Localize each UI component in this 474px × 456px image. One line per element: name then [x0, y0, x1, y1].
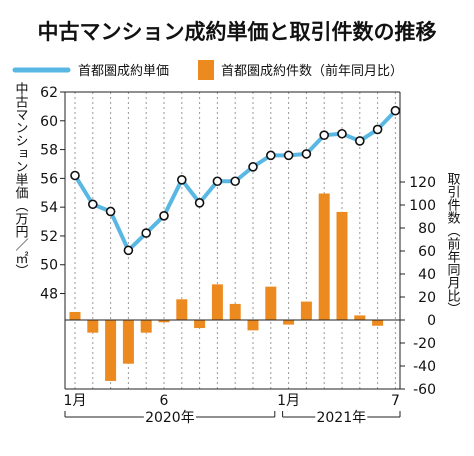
point-2021-01 [283, 150, 294, 161]
point-2020-10 [230, 176, 240, 187]
bar-2020-08 [194, 320, 206, 329]
right-axis-ticks: 120 100 80 60 40 20 0 -20 -40 -60 [400, 175, 436, 398]
bar-2021-06 [372, 320, 384, 326]
point-2020-06 [159, 210, 169, 221]
right-tick-label: 120 [409, 175, 436, 191]
x-tick-label: 1月 [277, 393, 300, 409]
right-tick-label: 0 [427, 313, 436, 329]
bar-2020-12 [265, 286, 277, 320]
bar-2020-04 [122, 320, 134, 364]
point-2021-05 [354, 136, 365, 146]
year-bracket: 2020年 [64, 410, 276, 426]
bar-2020-07 [176, 299, 188, 320]
bar-2020-06 [158, 320, 170, 323]
left-axis-ticks: 48 50 52 54 56 58 60 62 [40, 85, 65, 303]
left-tick-label: 58 [40, 143, 58, 159]
legend-bar-swatch [198, 60, 214, 80]
left-axis-label: 中古マンション単価（万円／㎡） [13, 82, 29, 277]
right-axis-label: 取引件数（前年同月比） [445, 172, 461, 315]
x-tick-label: 6 [160, 393, 169, 409]
line-markers [70, 105, 401, 256]
point-2020-02 [88, 199, 98, 210]
right-tick-label: 20 [418, 290, 436, 306]
bar-2021-04 [336, 211, 348, 320]
point-2020-12 [265, 150, 276, 161]
bar-2021-05 [354, 315, 366, 320]
left-tick-label: 50 [40, 258, 58, 274]
left-tick-label: 52 [40, 229, 58, 245]
point-2020-09 [212, 176, 223, 187]
year-label: 2020年 [145, 410, 195, 426]
legend-line-label: 首都圏成約単価 [78, 63, 169, 79]
bar-2020-03 [105, 320, 117, 381]
right-axis-title: 取引件数（前年同月比） [445, 172, 461, 315]
bar-2021-02 [300, 301, 312, 320]
legend: 首都圏成約単価 首都圏成約件数（前年同月比） [12, 60, 403, 80]
point-2020-01 [70, 170, 80, 181]
point-2020-03 [105, 206, 116, 217]
year-label: 2021年 [316, 410, 366, 426]
bar-series [69, 193, 384, 381]
chart-title: 中古マンション成約単価と取引件数の推移 [38, 20, 437, 44]
bar-2020-11 [247, 320, 259, 331]
x-tick-label: 1月 [64, 393, 87, 409]
point-2020-04 [123, 245, 134, 256]
point-2020-08 [194, 198, 205, 208]
left-tick-label: 62 [40, 85, 58, 101]
bar-2020-09 [211, 284, 223, 320]
point-2021-04 [337, 128, 347, 139]
legend-bar-label: 首都圏成約件数（前年同月比） [221, 63, 403, 79]
left-tick-label: 60 [40, 114, 58, 130]
bar-2020-01 [69, 311, 81, 320]
x-axis: 1月 6 1月 7 2020年 2021年 [64, 393, 401, 426]
year-bracket: 2021年 [282, 410, 401, 426]
point-2020-05 [141, 228, 151, 238]
right-tick-label: 40 [418, 267, 436, 283]
right-tick-label: -20 [413, 336, 436, 352]
right-tick-label: -40 [413, 359, 436, 375]
point-2021-07 [390, 105, 401, 116]
right-tick-label: 80 [418, 221, 436, 237]
point-2020-07 [177, 175, 187, 185]
left-tick-label: 54 [40, 200, 58, 216]
point-2021-03 [319, 130, 330, 140]
right-tick-label: 100 [409, 198, 436, 214]
bar-2020-10 [229, 303, 241, 320]
right-tick-label: 60 [418, 244, 436, 260]
left-tick-label: 56 [40, 171, 58, 187]
left-axis-title: 中古マンション単価（万円／㎡） [13, 82, 29, 277]
bar-2020-05 [140, 320, 152, 333]
left-tick-label: 48 [40, 287, 58, 303]
point-2021-06 [372, 124, 383, 135]
right-tick-label: -60 [413, 382, 436, 398]
bar-2021-03 [318, 193, 330, 320]
bar-2021-01 [283, 320, 295, 325]
bar-2020-02 [87, 320, 99, 333]
point-2020-11 [248, 162, 258, 172]
grid [64, 91, 401, 390]
x-tick-label: 7 [391, 393, 400, 409]
point-2021-02 [301, 149, 312, 159]
